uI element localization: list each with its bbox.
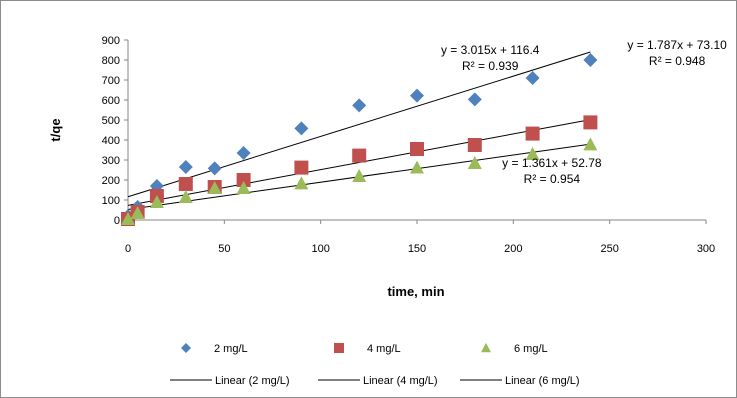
x-tick-label: 200	[504, 243, 522, 255]
y-tick-label: 500	[102, 115, 120, 127]
legend-marker	[334, 343, 344, 353]
legend-marker	[481, 343, 491, 353]
y-tick-label: 200	[102, 175, 120, 187]
data-point	[467, 156, 482, 169]
r-squared-label: R² = 0.939	[462, 59, 519, 73]
x-tick-label: 0	[125, 243, 131, 255]
y-tick-label: 100	[102, 195, 120, 207]
equation-label: y = 3.015x + 116.4	[441, 43, 540, 57]
data-point	[467, 92, 482, 107]
data-point	[236, 181, 251, 194]
y-tick-label: 700	[102, 75, 120, 87]
data-point	[178, 160, 193, 174]
r-squared-label: R² = 0.954	[524, 172, 581, 186]
data-point	[178, 177, 193, 191]
data-point	[121, 212, 135, 225]
legend-label: Linear (6 mg/L)	[505, 375, 580, 387]
y-axis-title: t/qe	[48, 118, 63, 141]
data-point	[410, 160, 424, 174]
equation-label: y = 1.361x + 52.78	[502, 156, 602, 170]
equation-label: y = 1.787x + 73.10	[627, 38, 727, 52]
data-point	[410, 88, 424, 103]
legend-label: Linear (4 mg/L)	[363, 375, 438, 387]
trendline	[127, 51, 591, 198]
x-tick-label: 250	[600, 243, 618, 255]
data-point	[352, 169, 367, 182]
data-point	[207, 181, 222, 194]
data-point	[236, 173, 251, 187]
legend: 2 mg/L 4 mg/L 6 mg/L Linear (2 mg/L) Linear …	[170, 343, 580, 387]
data-point	[178, 190, 193, 203]
data-point	[352, 98, 367, 113]
data-point	[410, 142, 424, 156]
data-point	[294, 160, 309, 175]
data-point	[130, 206, 145, 219]
labels-group: y = 3.015x + 116.4 R² = 0.939 y = 1.787x +…	[441, 38, 727, 186]
legend-label: Linear (2 mg/L)	[215, 375, 290, 387]
legend-label: 4 mg/L	[367, 343, 401, 355]
r-squared-label: R² = 0.948	[649, 54, 706, 68]
x-tick-label: 300	[697, 243, 715, 255]
y-tick-label: 900	[102, 35, 120, 47]
x-tick-label: 100	[311, 243, 329, 255]
data-point	[207, 161, 222, 176]
x-axis-title: time, min	[387, 284, 444, 299]
x-tick-label: 150	[408, 243, 426, 255]
y-tick-label: 0	[114, 215, 120, 227]
data-point	[525, 71, 540, 85]
legend-label: 6 mg/L	[514, 343, 548, 355]
axes-group: 0 100 200 300 400 500 600 700 800 900 0 50 100 150 200…	[48, 35, 715, 299]
y-tick-label: 400	[102, 135, 120, 147]
data-point	[525, 147, 540, 160]
legend-marker	[181, 343, 191, 353]
y-tick-label: 600	[102, 95, 120, 107]
y-tick-label: 800	[102, 55, 120, 67]
x-tick-label: 50	[218, 243, 230, 255]
y-tick-label: 300	[102, 155, 120, 167]
data-point	[525, 126, 540, 141]
data-point	[583, 115, 598, 130]
legend-label: 2 mg/L	[214, 343, 248, 355]
data-point	[467, 138, 482, 152]
data-point	[294, 121, 309, 136]
data-point	[236, 146, 251, 160]
data-point	[583, 53, 598, 67]
data-point	[294, 176, 309, 190]
data-point	[149, 195, 164, 208]
data-points-group	[121, 53, 598, 226]
data-point	[583, 137, 598, 151]
data-point	[352, 148, 367, 163]
